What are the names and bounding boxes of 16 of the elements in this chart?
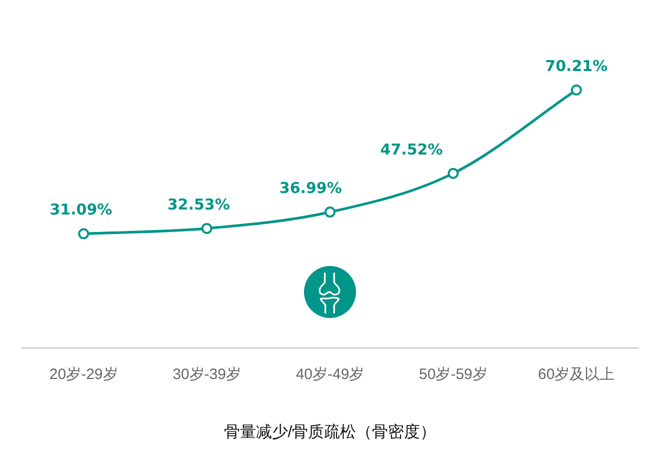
data-label: 31.09%	[50, 200, 112, 219]
point	[78, 228, 90, 240]
data-label: 47.52%	[380, 140, 443, 158]
x-tick-label: 40岁-49岁	[296, 366, 364, 384]
point	[570, 84, 582, 96]
data-label: 70.21%	[545, 56, 608, 75]
point	[448, 168, 459, 179]
data-label: 32.53%	[167, 195, 230, 214]
x-tick-label: 30岁-39岁	[172, 366, 241, 384]
point	[324, 206, 336, 218]
x-tick-label: 20岁-29岁	[49, 366, 118, 384]
x-tick-label: 50岁-59岁	[419, 366, 488, 384]
x-tick-label: 60岁及以上	[538, 366, 615, 384]
data-label: 36.99%	[279, 178, 342, 197]
x-axis-title: 骨量减少/骨质疏松（骨密度）	[224, 422, 436, 441]
point	[201, 222, 212, 234]
